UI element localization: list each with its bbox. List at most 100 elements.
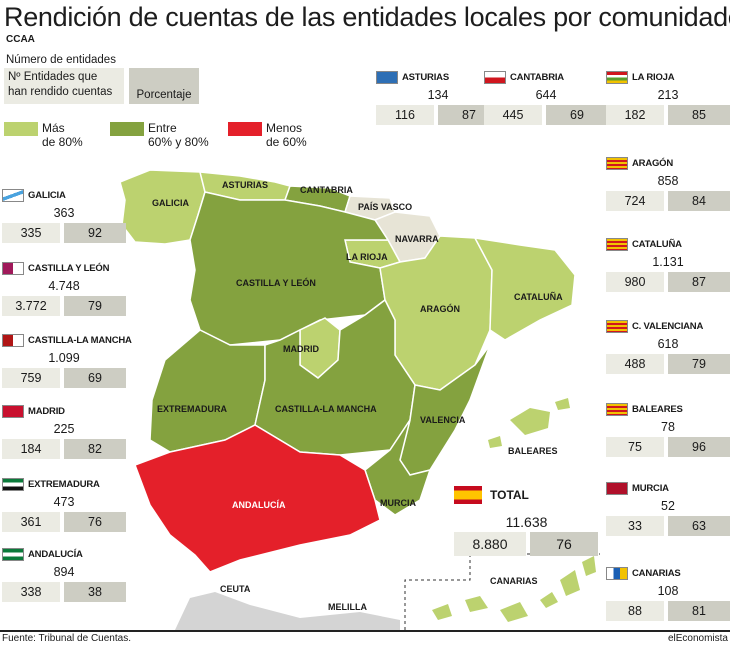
card-name: CASTILLA Y LEÓN [28,262,110,274]
map-label-baleares: BALEARES [508,446,558,456]
map-label-galicia: GALICIA [152,198,189,208]
flag-andalucia-icon [2,547,24,561]
card-cataluna: CATALUÑA 1.131 980 87 [606,237,730,297]
card-rioja: LA RIOJA 213 182 85 [606,70,730,130]
card-pct: 81 [668,601,730,621]
card-total: 108 [657,584,679,598]
flag-asturias-icon [376,70,398,84]
flag-castmancha-icon [2,333,24,347]
card-rendido: 3.772 [2,296,60,316]
card-name: ARAGÓN [632,157,674,169]
card-rendido: 445 [484,105,542,125]
card-rendido: 335 [2,223,60,243]
map-label-ceuta: CEUTA [220,584,251,594]
flag-baleares-icon [606,402,628,416]
card-total: 363 [53,206,75,220]
region-cataluna [473,237,576,341]
card-total: 1.131 [652,255,684,269]
region-baleares-menorca [555,398,570,410]
card-total: 618 [657,337,679,351]
card-name: ASTURIAS [402,71,449,83]
legend-swatch-high [4,122,38,136]
flag-galicia-icon [2,188,24,202]
map-label-canarias: CANARIAS [490,576,538,586]
card-total-spain: TOTAL 11.638 8.880 76 [454,486,599,556]
card-name: CANTABRIA [510,71,564,83]
card-name: MURCIA [632,482,669,494]
map-label-valencia: VALENCIA [420,415,466,425]
card-name: ANDALUCÍA [28,548,83,560]
map-label-navarra: NAVARRA [395,234,439,244]
map-label-castmancha: CASTILLA-LA MANCHA [275,404,377,414]
region-baleares-ibiza [488,436,502,448]
card-rendido: 361 [2,512,60,532]
card-madrid: MADRID 225 184 82 [2,404,126,464]
flag-madrid-icon [2,404,24,418]
card-rendido: 33 [606,516,664,536]
total-pct: 76 [530,532,598,556]
card-total: 225 [53,422,75,436]
canarias-island [465,596,488,612]
card-rendido: 182 [606,105,664,125]
card-rendido: 88 [606,601,664,621]
card-total: 473 [53,495,75,509]
africa-coast [175,592,400,630]
card-canarias: CANARIAS 108 88 81 [606,566,730,626]
card-name: CATALUÑA [632,238,682,250]
card-total: 894 [53,565,75,579]
flag-aragon-icon [606,156,628,170]
source-note: Fuente: Tribunal de Cuentas. [2,633,131,644]
page-title: Rendición de cuentas de las entidades lo… [4,2,730,32]
map-label-cataluna: CATALUÑA [514,292,563,302]
card-pct: 84 [668,191,730,211]
card-pct: 85 [668,105,730,125]
brand-credit: elEconomista [667,633,728,644]
map-label-melilla: MELILLA [328,602,367,612]
map-label-rioja: LA RIOJA [346,252,388,262]
flag-canarias-icon [606,566,628,580]
card-pct: 63 [668,516,730,536]
card-name: CASTILLA-LA MANCHA [28,334,132,346]
region-andalucia [134,424,381,573]
card-rendido: 980 [606,272,664,292]
map-label-cantabria: CANTABRIA [300,185,353,195]
card-pct: 79 [64,296,126,316]
legend-label-mid: Entre 60% y 80% [148,121,209,149]
card-total: 644 [535,88,557,102]
card-total: 78 [661,420,675,434]
flag-valenciana-icon [606,319,628,333]
region-baleares-mallorca [510,408,550,435]
legend-ccaa: CCAA [6,34,35,45]
canarias-island [540,592,558,608]
card-castleon: CASTILLA Y LEÓN 4.748 3.772 79 [2,261,126,321]
card-rendido: 759 [2,368,60,388]
card-name: GALICIA [28,189,66,201]
card-total: 4.748 [48,279,80,293]
card-pct: 76 [64,512,126,532]
canarias-frame [404,553,600,630]
spain-map: GALICIA ASTURIAS CANTABRIA PAÍS VASCO NA… [119,169,600,630]
card-aragon: ARAGÓN 858 724 84 [606,156,730,216]
card-total: 1.099 [48,351,80,365]
map-label-extremadura: EXTREMADURA [157,404,228,414]
canarias-island [560,570,580,596]
card-pct: 96 [668,437,730,457]
card-pct: 82 [64,439,126,459]
map-label-castleon: CASTILLA Y LEÓN [236,277,316,288]
card-pct: 69 [546,105,608,125]
card-cantabria: CANTABRIA 644 445 69 [484,70,608,130]
map-label-madrid: MADRID [283,344,319,354]
card-total: 858 [657,174,679,188]
flag-castleon-icon [2,261,24,275]
card-name: CANARIAS [632,567,681,579]
map-label-andalucia: ANDALUCÍA [232,500,286,510]
canarias-island [500,602,528,622]
card-murcia: MURCIA 52 33 63 [606,481,730,541]
legend-label-high: Más de 80% [42,121,83,149]
total-name: TOTAL [490,488,529,502]
legend-swatch-low [228,122,262,136]
card-castmancha: CASTILLA-LA MANCHA 1.099 759 69 [2,333,132,393]
flag-extremadura-icon [2,477,24,491]
footer-rule [0,630,730,632]
flag-spain-icon [454,486,482,504]
